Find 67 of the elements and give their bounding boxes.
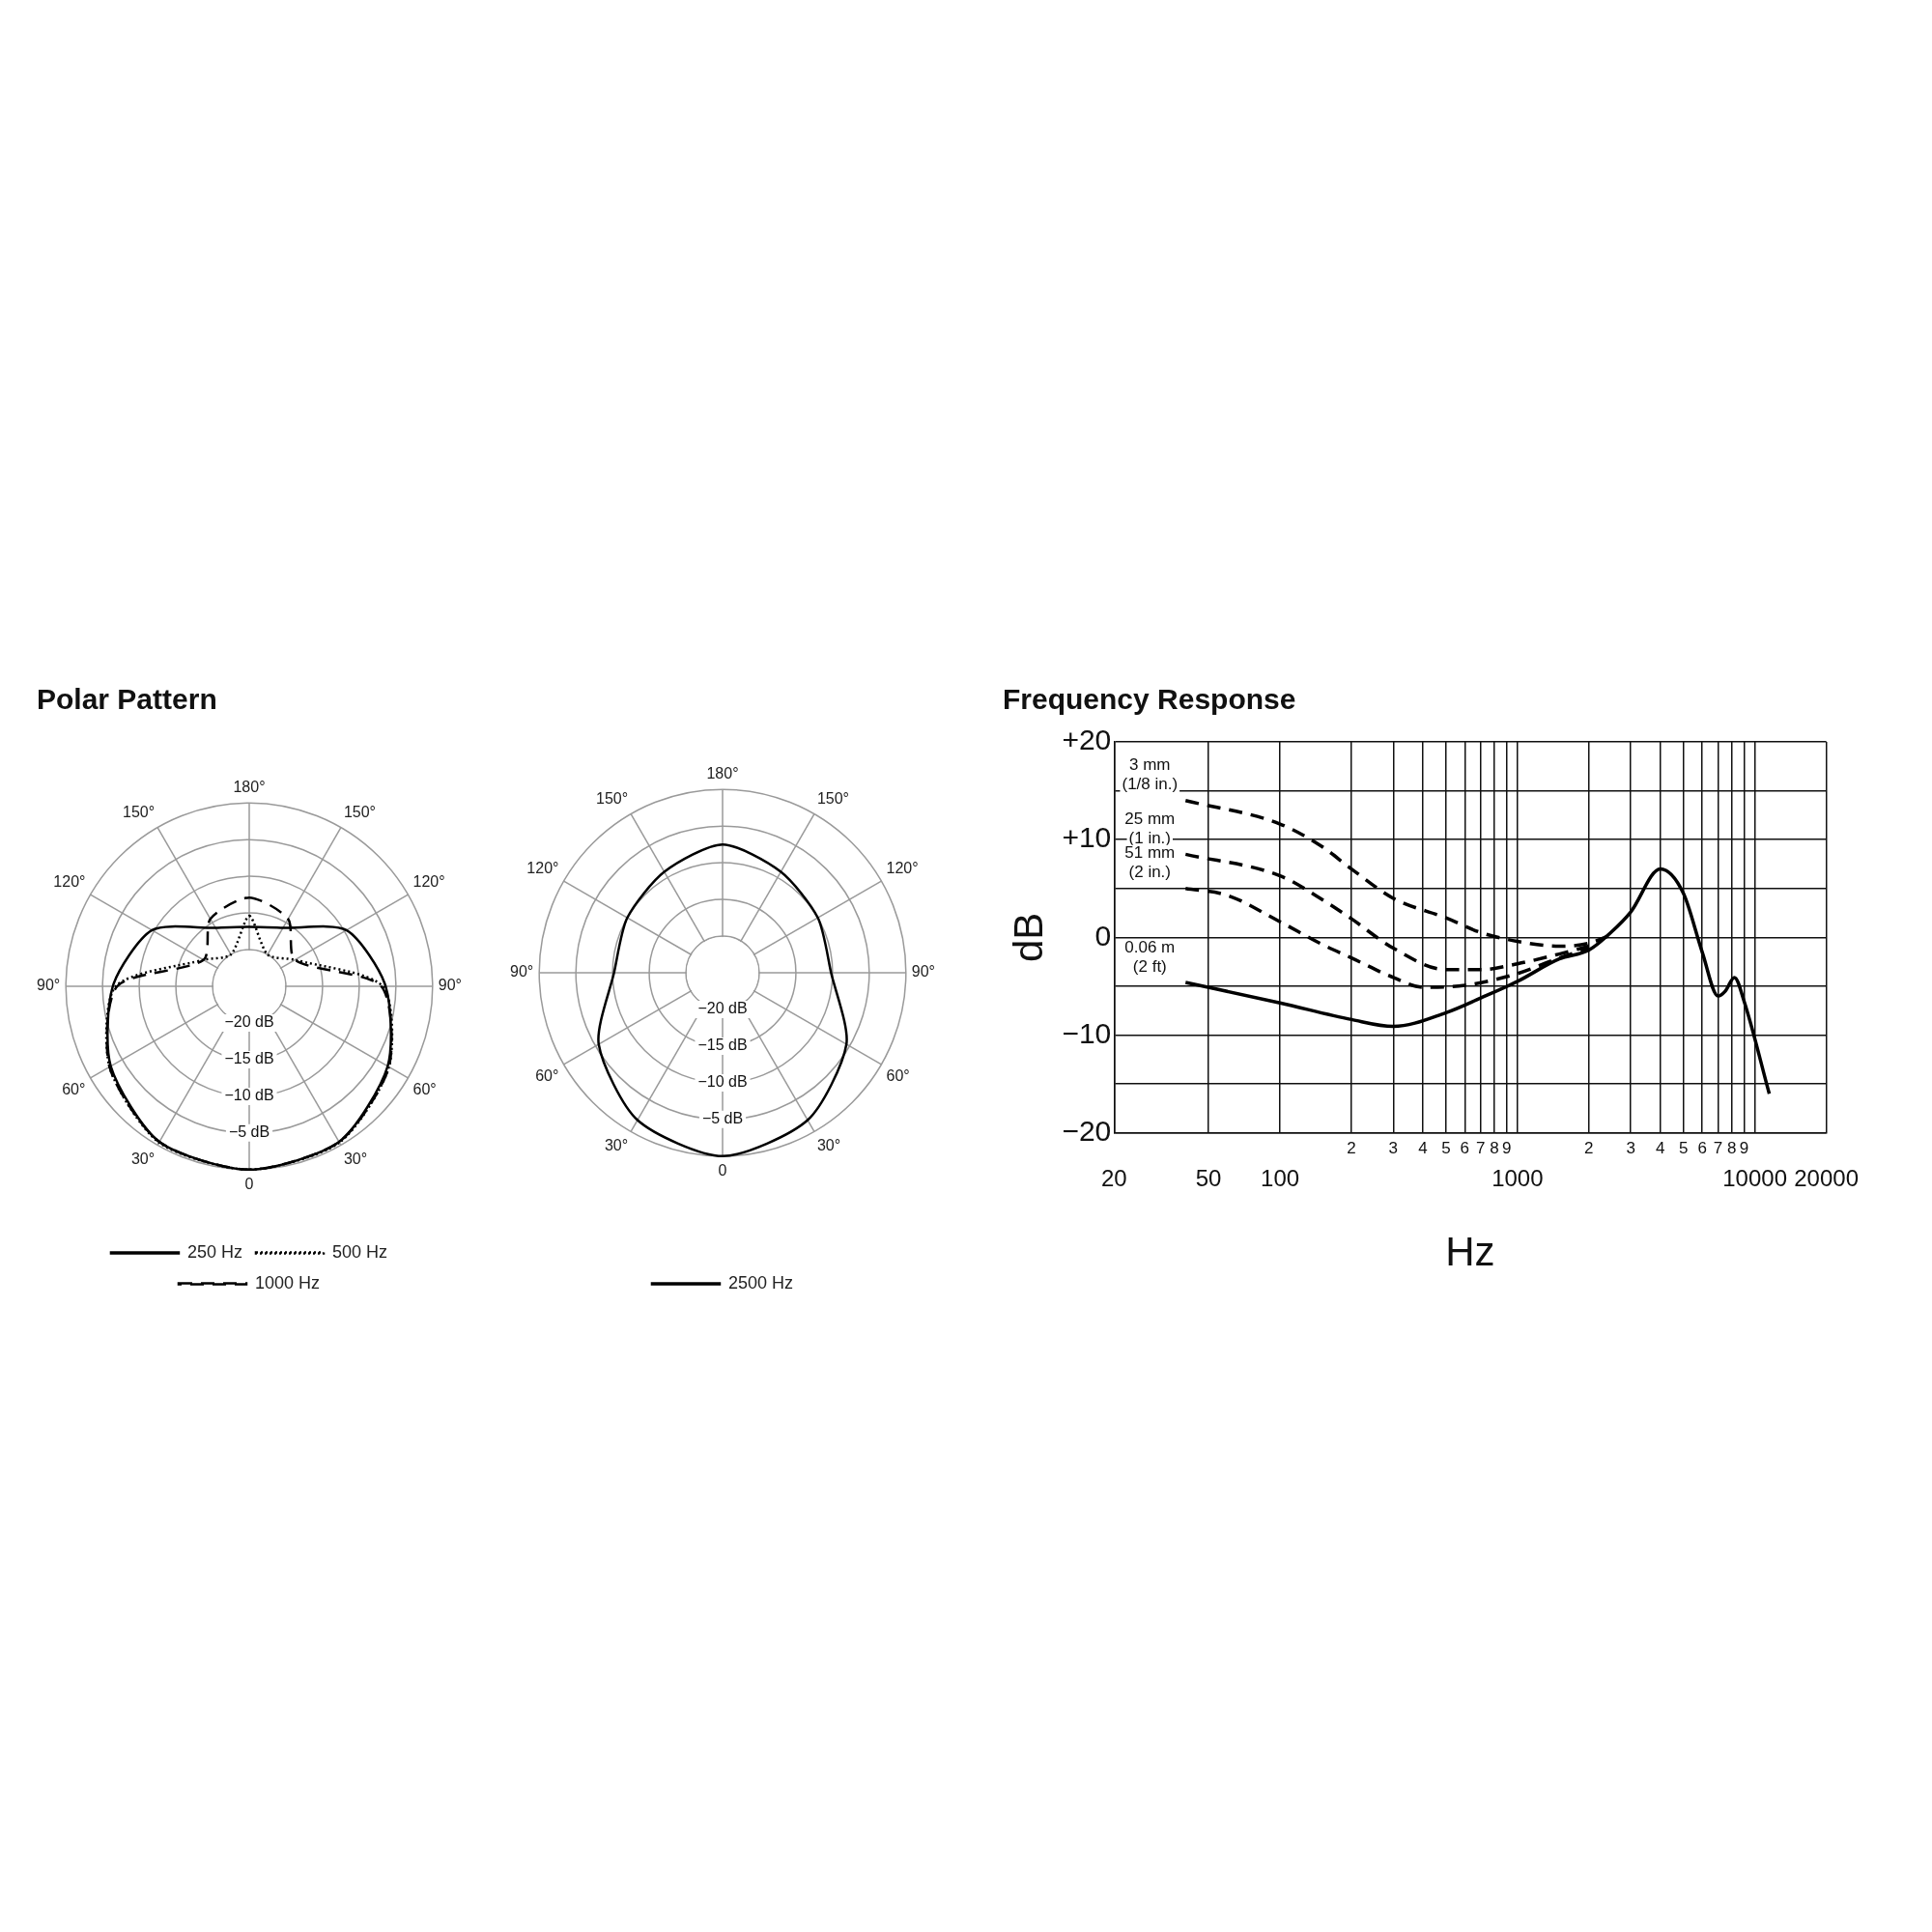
y-tick-label: −20 <box>1062 1115 1112 1148</box>
series-label: 0.06 m (2 ft) <box>1124 937 1176 976</box>
spoke-label: 180° <box>233 779 266 795</box>
spoke-label: 120° <box>886 859 919 876</box>
spoke-label: 60° <box>886 1066 910 1084</box>
spoke-label: 30° <box>130 1150 156 1167</box>
spoke-label: 120° <box>526 859 559 876</box>
text: 4 <box>1418 1138 1428 1157</box>
series-label: 3 mm (1/8 in.) <box>1122 755 1179 794</box>
x-tick-label: 20 <box>1100 1164 1127 1191</box>
text: 9 <box>1739 1138 1749 1157</box>
text: 4 <box>1656 1138 1665 1157</box>
x-tick-label: 10000 <box>1722 1164 1788 1191</box>
legend-label: 2500 Hz <box>727 1272 794 1293</box>
y-tick-label: −15 dB <box>697 1037 748 1054</box>
y-tick-label: −5 dB <box>228 1123 270 1141</box>
text: 6 <box>1697 1138 1707 1157</box>
text: 2 <box>1347 1138 1356 1157</box>
spoke-label: 90° <box>911 963 936 980</box>
spoke-label: 120° <box>53 872 86 890</box>
y-tick-label: −10 dB <box>697 1073 748 1091</box>
y-axis-title: dB <box>1005 912 1051 963</box>
y-tick-label: −5 dB <box>701 1110 744 1127</box>
spoke-label: 90° <box>438 977 463 994</box>
text: 9 <box>1501 1138 1512 1157</box>
text: 8 <box>1490 1138 1499 1157</box>
spoke-label: 90° <box>36 977 61 994</box>
text: 7 <box>1713 1138 1723 1157</box>
spoke-label: 150° <box>596 790 629 808</box>
x-axis-title: Hz <box>1445 1229 1495 1275</box>
spoke-label: 90° <box>509 963 534 980</box>
y-tick-label: +20 <box>1062 724 1112 756</box>
spoke-label: 30° <box>604 1136 629 1153</box>
spoke-label: 30° <box>343 1150 368 1167</box>
legend-label: 1000 Hz <box>254 1272 321 1293</box>
y-tick-label: −15 dB <box>224 1050 274 1067</box>
text: 5 <box>1678 1138 1689 1157</box>
x-tick-label: 1000 <box>1492 1164 1544 1191</box>
text: 7 <box>1476 1138 1486 1157</box>
y-tick-label: −10 dB <box>224 1087 274 1104</box>
text: 6 <box>1460 1138 1470 1157</box>
spoke-label: 30° <box>816 1136 841 1153</box>
text: 3 <box>1626 1138 1635 1157</box>
x-tick-label: 100 <box>1261 1164 1300 1191</box>
chart-title: Frequency Response <box>1003 683 1296 716</box>
text: 3 <box>1388 1138 1399 1157</box>
spoke-label: 60° <box>62 1080 86 1097</box>
spoke-label: 60° <box>535 1066 559 1084</box>
chart-title: Polar Pattern <box>37 683 217 716</box>
y-tick-label: −10 <box>1062 1016 1112 1049</box>
y-tick-label: +10 <box>1062 821 1112 854</box>
spoke-label: 150° <box>123 804 156 821</box>
legend-label: 250 Hz <box>186 1241 243 1262</box>
x-tick-label: 50 <box>1195 1164 1222 1191</box>
spoke-label: 60° <box>412 1080 437 1097</box>
text: 5 <box>1441 1138 1451 1157</box>
legend-label: 500 Hz <box>332 1241 388 1262</box>
spoke-label: 150° <box>343 804 376 821</box>
spoke-label: 150° <box>816 790 849 808</box>
text: 8 <box>1727 1138 1737 1157</box>
y-tick-label: 0 <box>1094 919 1112 952</box>
y-tick-label: −20 dB <box>697 1000 748 1017</box>
x-tick-label: 20000 <box>1794 1164 1860 1191</box>
spoke-label: 180° <box>706 765 739 781</box>
text: 2 <box>1584 1138 1594 1157</box>
y-tick-label: −20 dB <box>224 1013 274 1031</box>
spoke-label: 120° <box>412 872 445 890</box>
